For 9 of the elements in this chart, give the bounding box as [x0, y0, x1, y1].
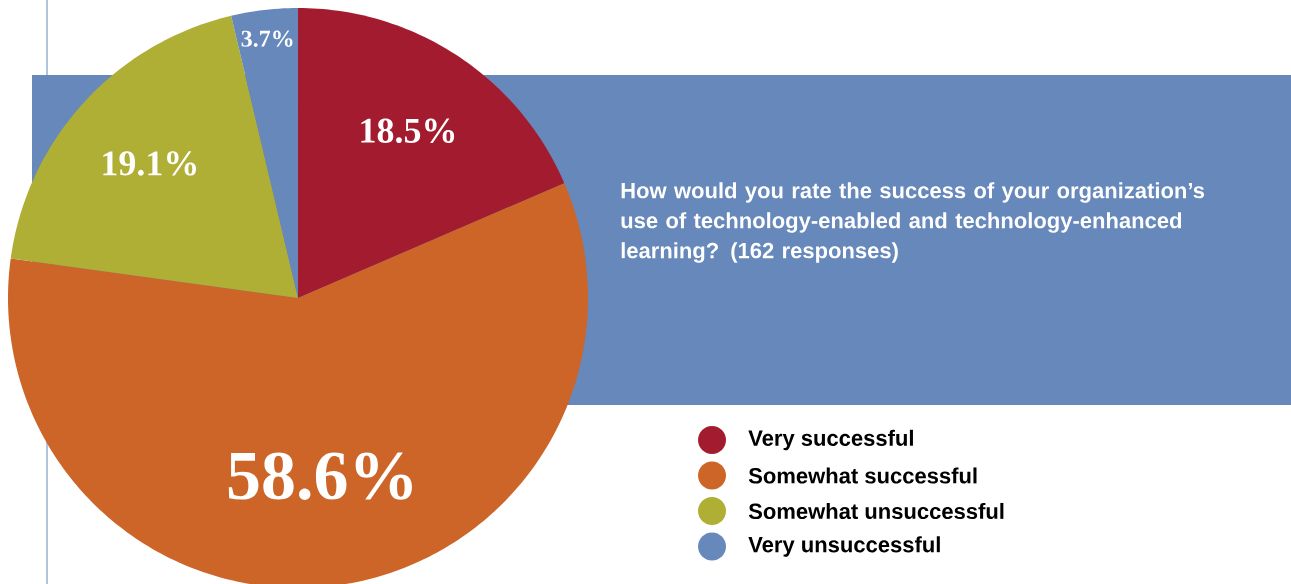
data-label: 19.1%	[103, 151, 197, 176]
data-label: 58.6%	[228, 452, 412, 500]
legend-label: Somewhat unsuccessful	[748, 502, 1004, 520]
data-label: 18.5%	[361, 118, 455, 144]
legend-label: Very unsuccessful	[748, 536, 940, 557]
text: How would you rate the success of your organization’s use of technology-enabled and technology-enhanced learning? (162 responses)	[621, 182, 1205, 263]
data-label: 3.7%	[241, 30, 293, 47]
legend-label: Very successful	[748, 429, 913, 451]
legend-label: Somewhat successful	[748, 467, 977, 484]
